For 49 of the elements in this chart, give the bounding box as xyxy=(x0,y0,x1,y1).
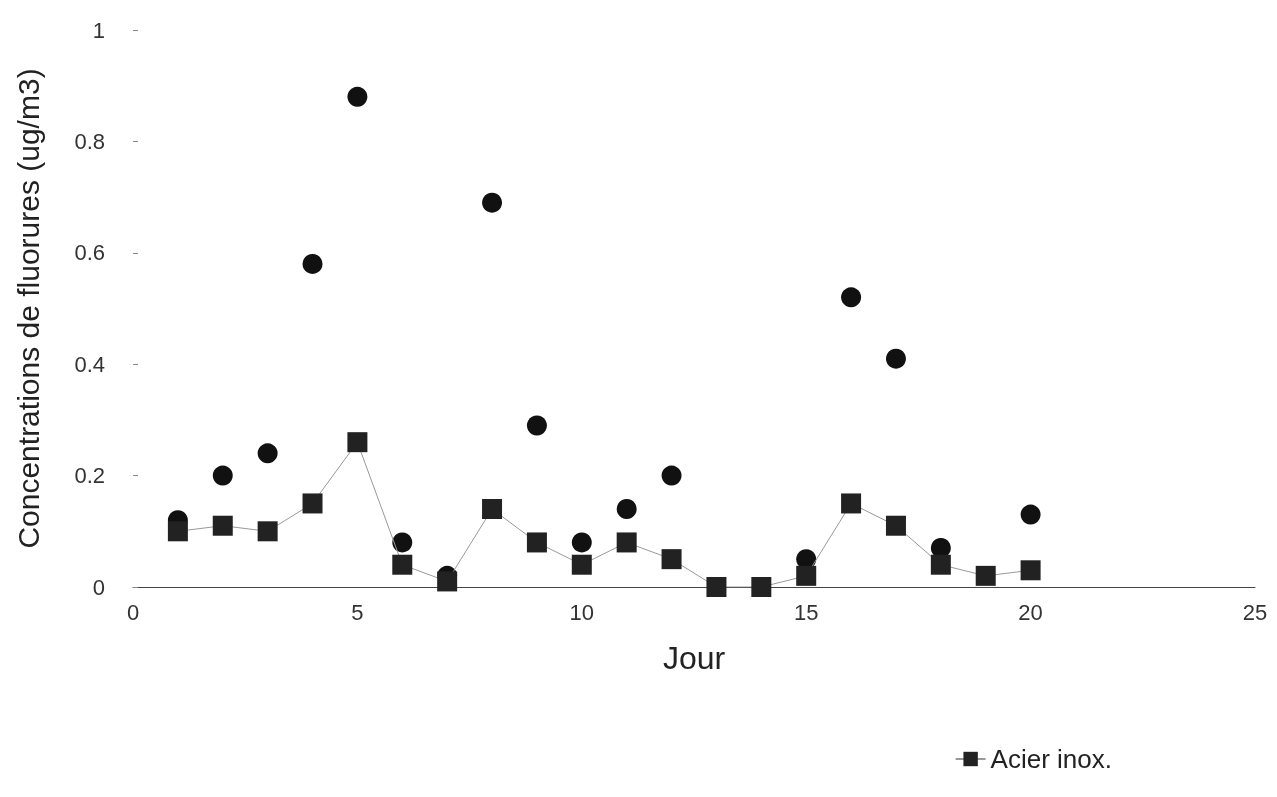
x-tick-label: 5 xyxy=(351,599,364,625)
point xyxy=(437,571,458,592)
point xyxy=(661,549,682,570)
point xyxy=(751,577,772,597)
point xyxy=(841,287,862,308)
point xyxy=(482,499,503,520)
y-tick-label: 0.6 xyxy=(74,240,105,266)
point xyxy=(885,348,906,369)
point xyxy=(841,493,862,514)
x-tick-label: 0 xyxy=(126,599,140,625)
legend-label: Acier inox. xyxy=(990,744,1113,774)
x-tick-label: 25 xyxy=(1242,599,1268,625)
point xyxy=(571,554,592,575)
point xyxy=(257,521,278,542)
point xyxy=(347,86,368,107)
point xyxy=(392,532,413,553)
point xyxy=(930,554,951,575)
point xyxy=(616,532,637,553)
point xyxy=(1020,504,1041,525)
point xyxy=(526,532,547,553)
point xyxy=(167,521,188,542)
point xyxy=(975,565,996,586)
x-axis-title: Jour xyxy=(662,640,726,676)
point xyxy=(392,554,413,575)
y-axis-title: Concentrations de fluorures (ug/m3) xyxy=(11,68,45,549)
point xyxy=(257,443,278,464)
point xyxy=(302,253,323,274)
y-tick-label: 1 xyxy=(92,17,105,43)
point xyxy=(212,465,233,486)
x-tick-label: 10 xyxy=(569,599,595,625)
y-tick-label: 0.4 xyxy=(74,351,105,377)
point xyxy=(302,493,323,514)
point xyxy=(885,515,906,536)
y-tick-label: 0.8 xyxy=(74,128,105,154)
point xyxy=(616,499,637,520)
point xyxy=(482,192,503,213)
y-tick-label: 0 xyxy=(92,574,105,600)
point xyxy=(347,432,368,453)
x-tick-label: 20 xyxy=(1018,599,1043,625)
y-tick-label: 0.2 xyxy=(74,463,105,489)
x-tick-label: 15 xyxy=(793,599,819,625)
point xyxy=(796,565,817,586)
point xyxy=(930,538,951,558)
point xyxy=(661,465,682,486)
point xyxy=(212,515,233,536)
point xyxy=(571,532,592,553)
point xyxy=(526,415,547,436)
point xyxy=(706,577,727,597)
point xyxy=(1020,560,1041,581)
